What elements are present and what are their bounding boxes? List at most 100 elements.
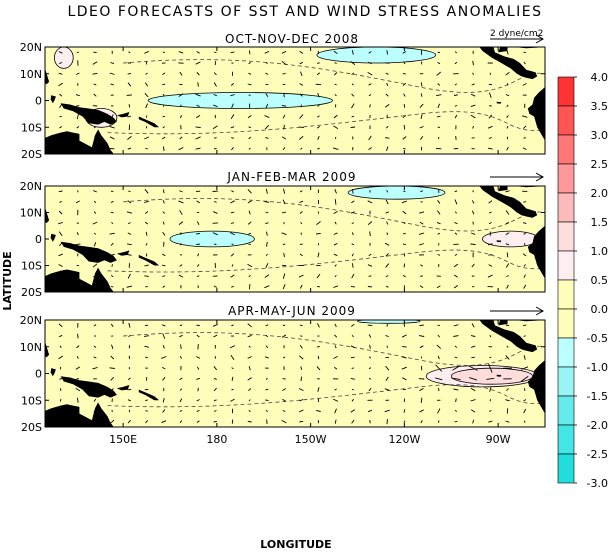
wind-vector bbox=[470, 232, 476, 235]
wind-vector bbox=[213, 72, 217, 76]
wind-vector bbox=[419, 324, 424, 327]
wind-vector bbox=[77, 333, 79, 339]
wind-vector bbox=[213, 420, 217, 423]
wind-vector bbox=[385, 365, 390, 371]
wind-vector bbox=[351, 83, 354, 86]
wind-vector bbox=[455, 398, 457, 403]
wind-vector bbox=[489, 410, 492, 412]
wind-vector bbox=[76, 397, 79, 403]
wind-vector bbox=[351, 222, 355, 225]
wind-vector bbox=[145, 231, 148, 236]
wind-vector bbox=[333, 355, 338, 359]
wind-vector bbox=[127, 243, 132, 246]
wind-vector bbox=[487, 147, 493, 150]
wind-vector bbox=[248, 72, 252, 75]
y-tick-label: 10S bbox=[21, 260, 42, 273]
wind-vector bbox=[451, 377, 461, 381]
wind-vector bbox=[178, 147, 184, 151]
colorbar-tick-label: -3.0 bbox=[587, 477, 608, 490]
wind-vector bbox=[213, 334, 218, 338]
wind-vector bbox=[350, 61, 356, 65]
wind-vector bbox=[386, 190, 389, 193]
sst-anomaly-cold bbox=[147, 92, 333, 109]
wind-vector bbox=[59, 345, 62, 348]
wind-vector bbox=[403, 263, 406, 268]
wind-vector bbox=[386, 146, 389, 151]
wind-vector bbox=[368, 275, 372, 277]
land-australia bbox=[45, 129, 114, 154]
wind-vector bbox=[248, 62, 252, 65]
wind-vector bbox=[231, 285, 234, 288]
wind-vector bbox=[283, 252, 285, 257]
wind-vector bbox=[334, 221, 337, 225]
wind-vector bbox=[437, 103, 441, 109]
land-australia bbox=[45, 402, 114, 427]
wind-vector bbox=[111, 264, 114, 267]
sst-anomaly-cold bbox=[316, 47, 437, 64]
wind-vector bbox=[282, 398, 286, 402]
colorbar-tick-label: 3.0 bbox=[591, 129, 609, 142]
wind-vector bbox=[386, 419, 388, 425]
panel-map bbox=[45, 320, 545, 427]
wind-vector bbox=[265, 388, 269, 391]
wind-vector bbox=[298, 388, 304, 392]
wind-vector bbox=[110, 323, 114, 328]
wind-vector bbox=[333, 253, 338, 257]
wind-vector bbox=[162, 83, 166, 86]
wind-vector bbox=[368, 356, 372, 359]
panel-map bbox=[45, 186, 545, 292]
wind-vector bbox=[471, 323, 475, 328]
wind-vector bbox=[300, 335, 303, 337]
wind-vector bbox=[110, 376, 115, 381]
wind-vector bbox=[506, 104, 509, 108]
wind-vector bbox=[352, 263, 354, 268]
wind-vector bbox=[523, 264, 526, 267]
wind-vector bbox=[454, 420, 458, 423]
wind-vector bbox=[75, 200, 80, 204]
land-south-america bbox=[527, 87, 545, 141]
wind-vector bbox=[299, 211, 303, 214]
wind-vector bbox=[58, 72, 63, 75]
wind-vector bbox=[470, 114, 476, 119]
wind-vector bbox=[231, 103, 234, 109]
wind-vector bbox=[334, 83, 337, 86]
wind-vector bbox=[266, 419, 268, 424]
colorbar-swatch bbox=[557, 279, 575, 310]
wind-vector bbox=[385, 263, 390, 268]
wind-vector bbox=[247, 263, 253, 268]
wind-vector bbox=[110, 83, 115, 86]
wind-vector bbox=[58, 264, 63, 267]
wind-vector bbox=[471, 200, 475, 204]
wind-vector bbox=[402, 114, 407, 119]
wind-vector bbox=[162, 275, 166, 277]
wind-vector bbox=[299, 420, 304, 423]
wind-vector bbox=[487, 125, 493, 129]
wind-vector bbox=[144, 388, 149, 391]
wind-vector bbox=[403, 409, 406, 413]
wind-vector bbox=[213, 201, 217, 203]
wind-vector bbox=[523, 355, 526, 360]
wind-vector bbox=[126, 211, 133, 214]
wind-vector bbox=[299, 399, 304, 402]
wind-vector bbox=[265, 211, 269, 214]
wind-vector bbox=[179, 388, 183, 391]
wind-vector bbox=[472, 221, 474, 225]
wind-vector bbox=[298, 409, 304, 413]
land-philippines bbox=[45, 47, 50, 85]
colorbar-tick-label: 1.0 bbox=[591, 245, 609, 258]
wind-vector bbox=[230, 94, 235, 97]
wind-vector bbox=[161, 420, 167, 424]
wind-vector bbox=[127, 419, 131, 424]
wind-vector bbox=[316, 72, 321, 76]
wind-vector bbox=[162, 211, 166, 214]
zero-contour bbox=[107, 111, 545, 135]
wind-vector bbox=[282, 199, 286, 205]
wind-vector bbox=[437, 210, 441, 215]
wind-vector bbox=[282, 211, 286, 214]
wind-vector bbox=[214, 51, 217, 54]
wind-vector bbox=[385, 335, 390, 337]
wind-vector bbox=[419, 221, 424, 225]
wind-vector bbox=[523, 274, 526, 278]
wind-vector bbox=[248, 409, 251, 412]
wind-vector bbox=[403, 124, 406, 130]
